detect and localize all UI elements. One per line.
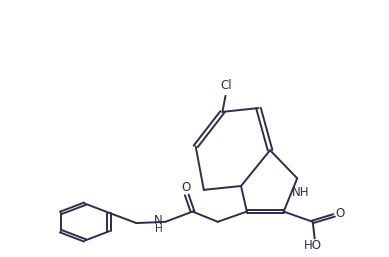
Text: H: H [154,224,162,234]
Text: HO: HO [304,239,322,252]
Text: Cl: Cl [221,79,232,92]
Text: O: O [181,181,191,194]
Text: NH: NH [293,186,310,199]
Text: N: N [154,214,163,227]
Text: O: O [336,207,345,220]
